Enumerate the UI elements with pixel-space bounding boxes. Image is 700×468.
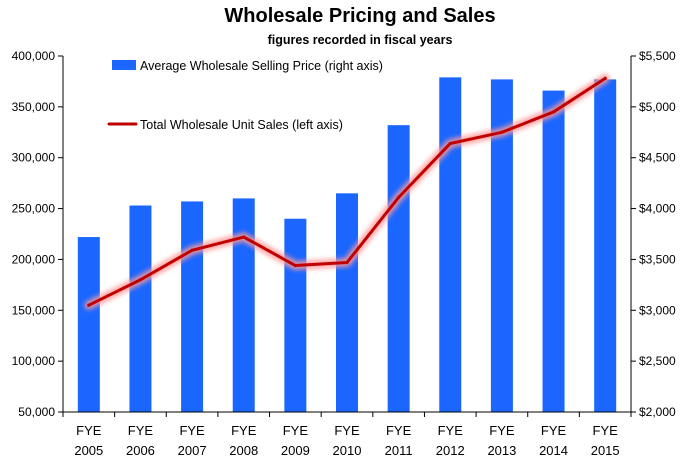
right-tick-label-2: $3,000 <box>639 303 676 317</box>
x-tick-label-top-0: FYE <box>76 423 102 438</box>
x-tick-label-top-10: FYE <box>593 423 619 438</box>
left-tick-label-0: 50,000 <box>18 405 55 419</box>
x-tick-label-bottom-6: 2011 <box>385 443 413 458</box>
left-tick-label-2: 150,000 <box>12 303 56 317</box>
x-tick-label-top-8: FYE <box>489 423 515 438</box>
bar-10 <box>594 79 617 412</box>
left-tick-label-7: 400,000 <box>12 49 56 63</box>
x-tick-label-top-1: FYE <box>128 423 154 438</box>
left-tick-label-1: 100,000 <box>12 354 56 368</box>
x-tick-label-top-6: FYE <box>386 423 412 438</box>
x-tick-label-top-3: FYE <box>231 423 257 438</box>
x-tick-label-bottom-1: 2006 <box>126 443 155 458</box>
axes: 50,000 100,000 150,000 200,000 250,000 300,00… <box>12 49 676 458</box>
x-tick-label-bottom-10: 2015 <box>591 443 620 458</box>
line-point-3 <box>242 235 246 239</box>
x-tick-label-bottom-8: 2013 <box>487 443 516 458</box>
legend-swatch-bar <box>112 60 136 70</box>
bar-9 <box>542 90 565 412</box>
legend-label-bar: Average Wholesale Selling Price (right a… <box>140 59 383 73</box>
x-tick-label-bottom-7: 2012 <box>436 443 465 458</box>
x-tick-label-top-7: FYE <box>438 423 464 438</box>
legend: Average Wholesale Selling Price (right a… <box>104 59 383 132</box>
x-tick-label-bottom-4: 2009 <box>281 443 310 458</box>
line-point-4 <box>293 263 297 268</box>
line-point-7 <box>448 141 452 146</box>
x-tick-label-bottom-5: 2010 <box>333 443 362 458</box>
left-tick-label-4: 250,000 <box>12 202 56 216</box>
chart-subtitle: figures recorded in fiscal years <box>268 33 453 47</box>
right-tick-label-5: $4,500 <box>639 151 676 165</box>
bar-4 <box>284 218 307 412</box>
x-tick-label-top-4: FYE <box>283 423 309 438</box>
line-point-2 <box>190 248 194 252</box>
bar-6 <box>387 125 410 412</box>
x-tick-label-top-9: FYE <box>541 423 567 438</box>
right-tick-label-3: $3,500 <box>639 252 676 266</box>
x-tick-label-top-2: FYE <box>179 423 205 438</box>
left-tick-label-5: 300,000 <box>12 151 56 165</box>
left-tick-label-3: 200,000 <box>12 252 56 266</box>
line-series <box>84 73 610 310</box>
x-tick-label-bottom-3: 2008 <box>229 443 258 458</box>
right-tick-label-0: $2,000 <box>639 405 676 419</box>
line-point-10 <box>603 76 607 80</box>
x-tick-label-bottom-9: 2014 <box>539 443 568 458</box>
bar-5 <box>336 193 358 412</box>
line-point-5 <box>345 260 349 265</box>
legend-label-line: Total Wholesale Unit Sales (left axis) <box>140 118 343 132</box>
bar-3 <box>232 198 255 412</box>
bar-0 <box>77 237 100 412</box>
left-tick-label-6: 350,000 <box>12 100 56 114</box>
x-tick-label-top-5: FYE <box>334 423 360 438</box>
bar-1 <box>129 205 152 412</box>
x-tick-label-bottom-2: 2007 <box>178 443 207 458</box>
line-point-8 <box>500 130 504 134</box>
right-tick-label-1: $2,500 <box>639 354 676 368</box>
bar-8 <box>490 79 513 412</box>
right-tick-label-4: $4,000 <box>639 202 676 216</box>
right-tick-label-7: $5,500 <box>639 49 676 63</box>
line-point-1 <box>138 278 143 282</box>
bar-series <box>77 77 617 413</box>
bar-7 <box>439 77 462 413</box>
line-point-6 <box>397 195 401 199</box>
right-tick-label-6: $5,000 <box>639 100 676 114</box>
chart-title: Wholesale Pricing and Sales <box>224 5 495 27</box>
x-tick-label-bottom-0: 2005 <box>74 443 103 458</box>
line-point-9 <box>551 110 556 114</box>
line-point-0 <box>87 303 91 307</box>
bar-2 <box>181 201 204 412</box>
